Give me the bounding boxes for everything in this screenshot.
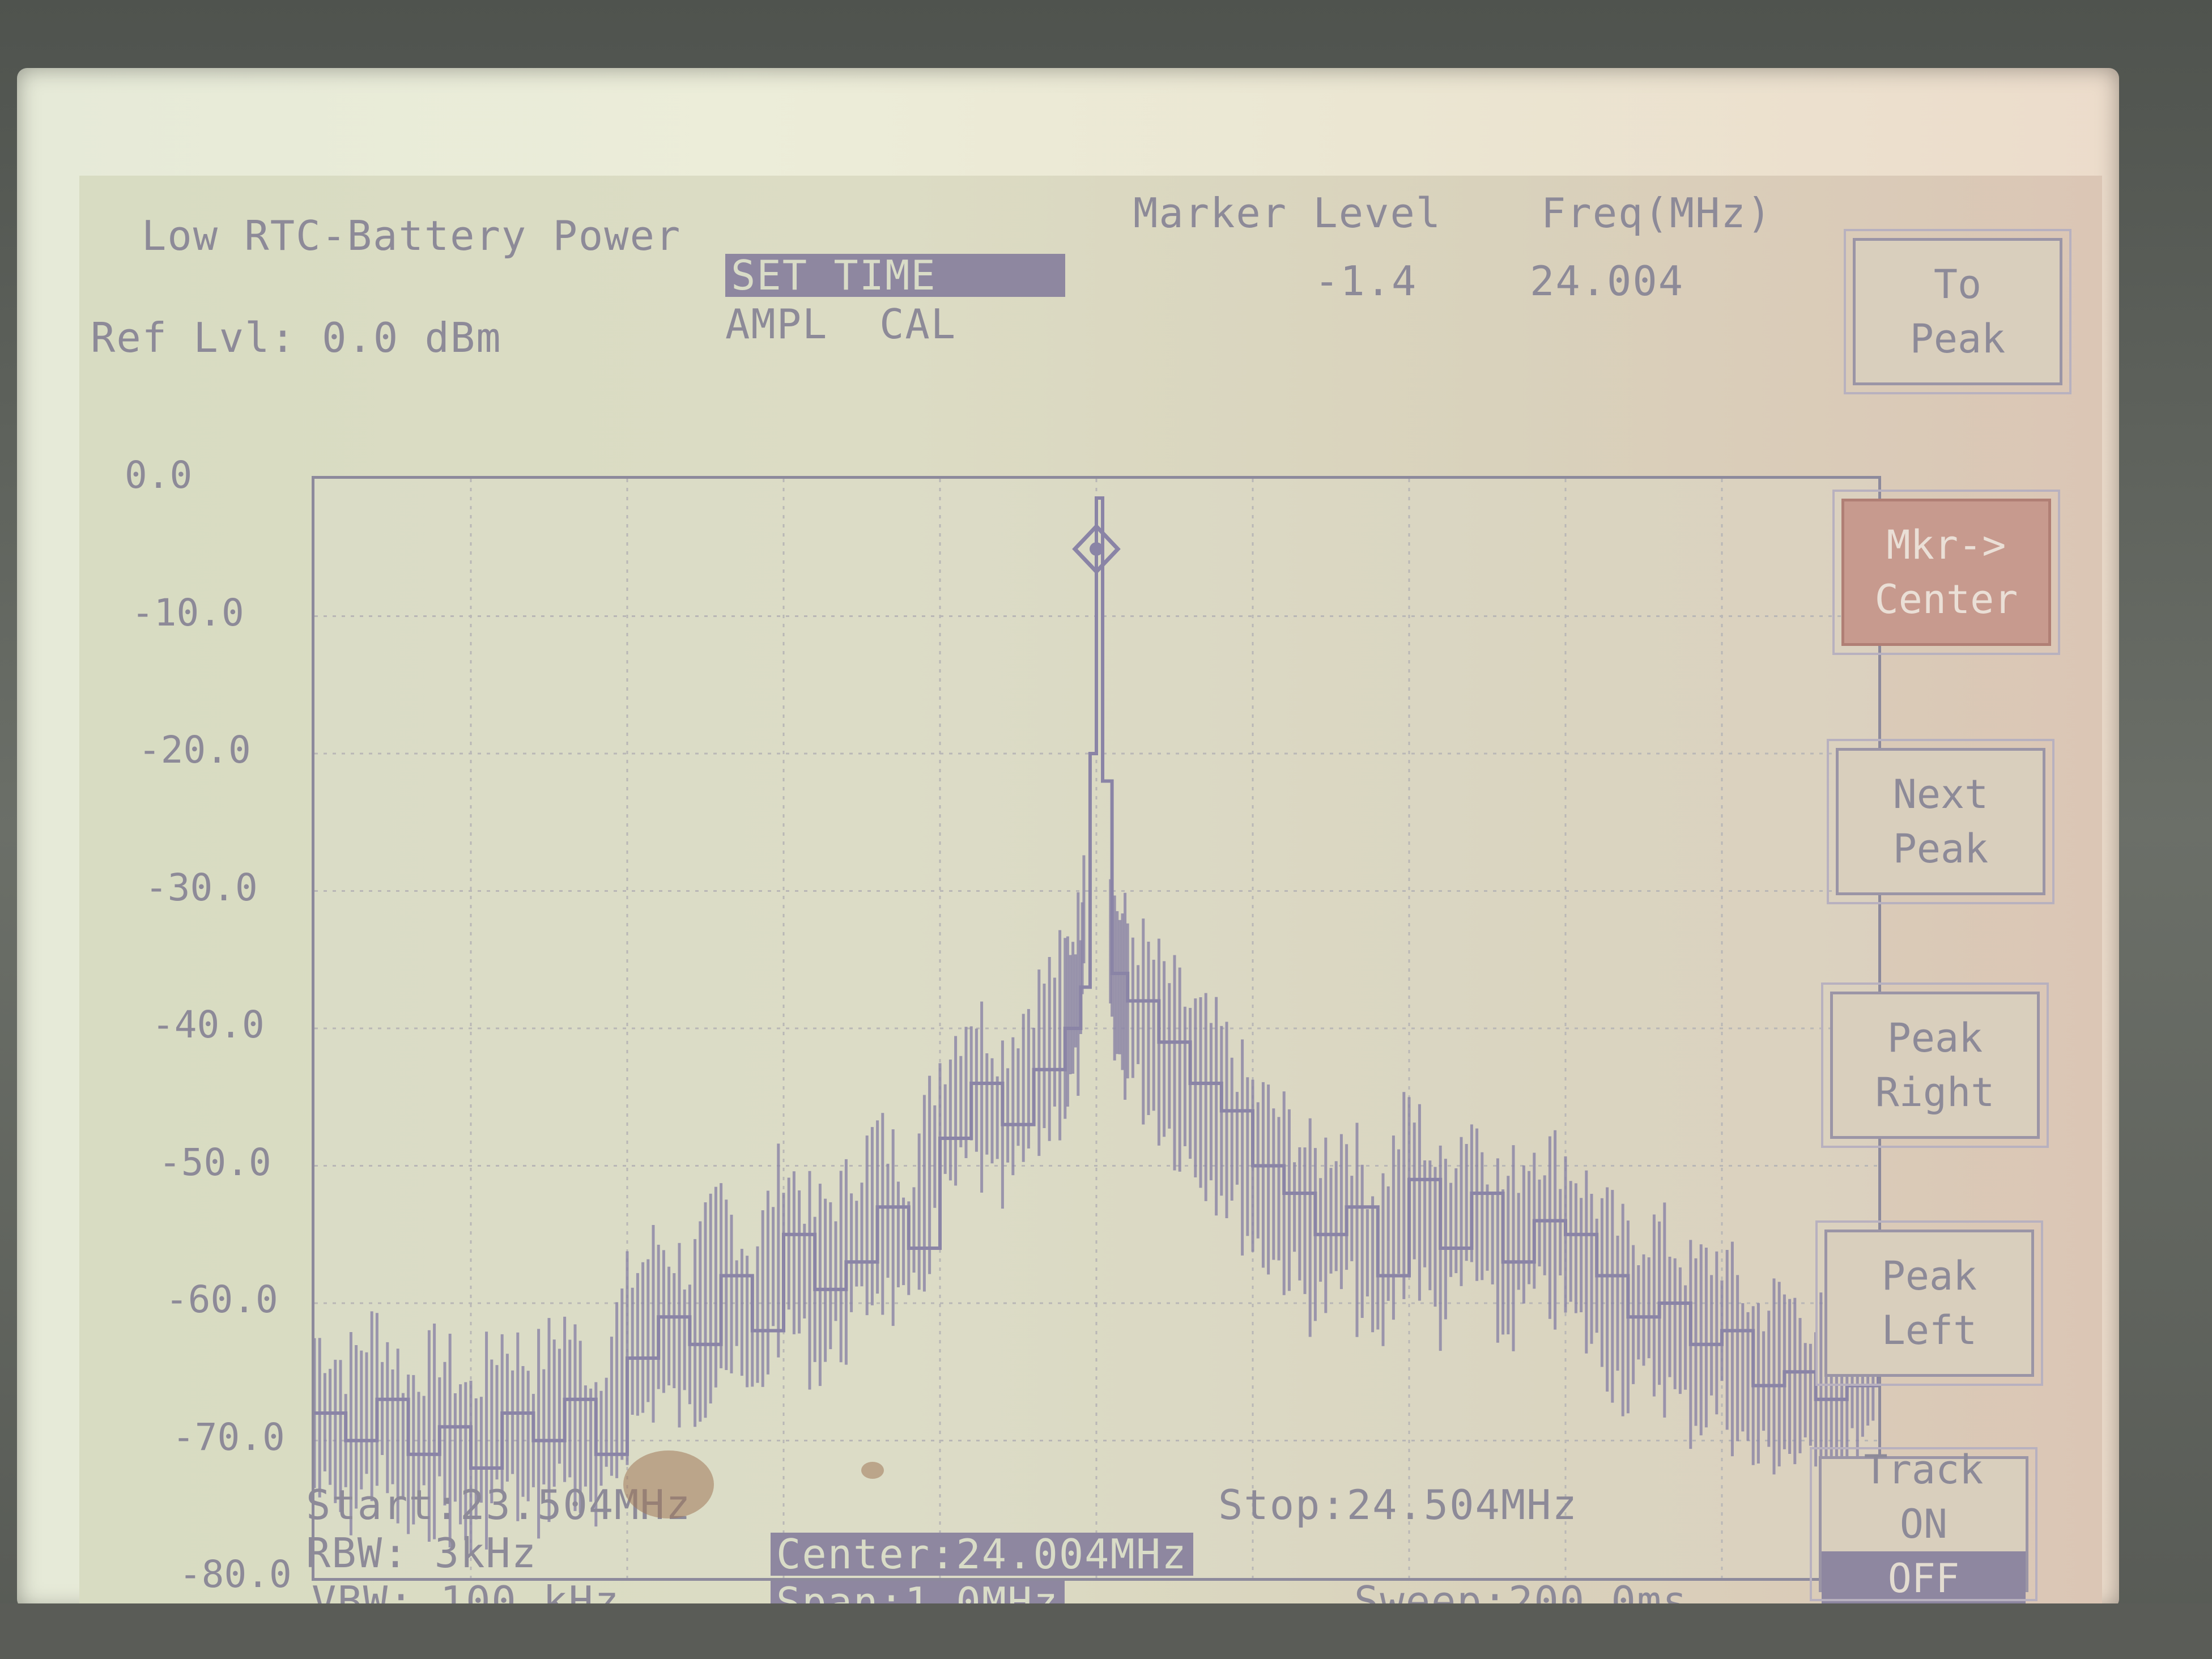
softkey-line1: Mkr-> (1886, 522, 2006, 568)
softkey-line2: Left (1881, 1307, 1977, 1354)
marker-level-label: Marker Level (1133, 189, 1442, 237)
softkey-line1: To (1933, 261, 1982, 308)
spectrum-plot (312, 476, 1881, 1581)
y-tick-label: -30.0 (145, 865, 258, 909)
track-toggle-button[interactable]: Track ON OFF (1810, 1447, 2037, 1606)
y-tick-label: -70.0 (172, 1415, 285, 1459)
softkey-line1: Peak (1887, 1015, 1983, 1061)
marker-level-value: -1.4 (1315, 257, 1418, 305)
device-bezel-bottom (0, 1603, 2212, 1659)
softkey-line2: Peak (1892, 826, 1989, 872)
peak-right-button[interactable]: Peak Right (1821, 982, 2049, 1148)
lcd-display: Low RTC-Battery Power Ref Lvl: 0.0 dBm S… (79, 176, 2102, 1632)
peak-marker-dot (1090, 542, 1103, 556)
softkey-line2: Right (1875, 1069, 1995, 1116)
screen-stain (861, 1462, 884, 1479)
track-state: ON OFF (1822, 1497, 2026, 1606)
ref-level: Ref Lvl: 0.0 dBm (91, 314, 502, 361)
softkey-line1: Peak (1881, 1253, 1977, 1299)
y-tick-label: -20.0 (138, 728, 251, 772)
y-tick-label: -50.0 (159, 1140, 271, 1184)
y-tick-label: -60.0 (165, 1278, 278, 1321)
softkey-line2: Peak (1909, 316, 2006, 362)
ampl-cal-label: AMPL CAL (725, 300, 957, 348)
screen-stain (623, 1450, 714, 1518)
peak-marker (1072, 523, 1121, 575)
freq-label: Freq(MHz) (1541, 189, 1773, 237)
track-off: OFF (1822, 1551, 2026, 1606)
set-time-label: SET TIME (725, 254, 1065, 297)
stop-frequency: Stop:24.504MHz (1218, 1481, 1578, 1529)
softkey-line1: Next (1892, 771, 1989, 818)
y-tick-label: 0.0 (125, 453, 193, 497)
y-tick-label: -40.0 (152, 1003, 265, 1047)
y-tick-label: -10.0 (131, 590, 244, 635)
mkr-center-button[interactable]: Mkr-> Center (1832, 490, 2060, 655)
marker-freq-value: 24.004 (1530, 257, 1684, 305)
track-on: ON (1899, 1501, 1948, 1547)
spectrum-svg (314, 479, 1878, 1578)
softkey-line2: Center (1874, 576, 2018, 623)
y-tick-label: -80.0 (179, 1552, 292, 1596)
screen-frame: Low RTC-Battery Power Ref Lvl: 0.0 dBm S… (17, 68, 2119, 1632)
next-peak-button[interactable]: Next Peak (1827, 739, 2054, 904)
rbw-setting: RBW: 3kHz (306, 1529, 538, 1577)
track-label: Track (1864, 1447, 1984, 1493)
status-message: Low RTC-Battery Power (142, 212, 682, 260)
to-peak-button[interactable]: To Peak (1844, 229, 2071, 394)
peak-left-button[interactable]: Peak Left (1815, 1220, 2043, 1386)
center-frequency: Center:24.004MHz (771, 1533, 1193, 1576)
